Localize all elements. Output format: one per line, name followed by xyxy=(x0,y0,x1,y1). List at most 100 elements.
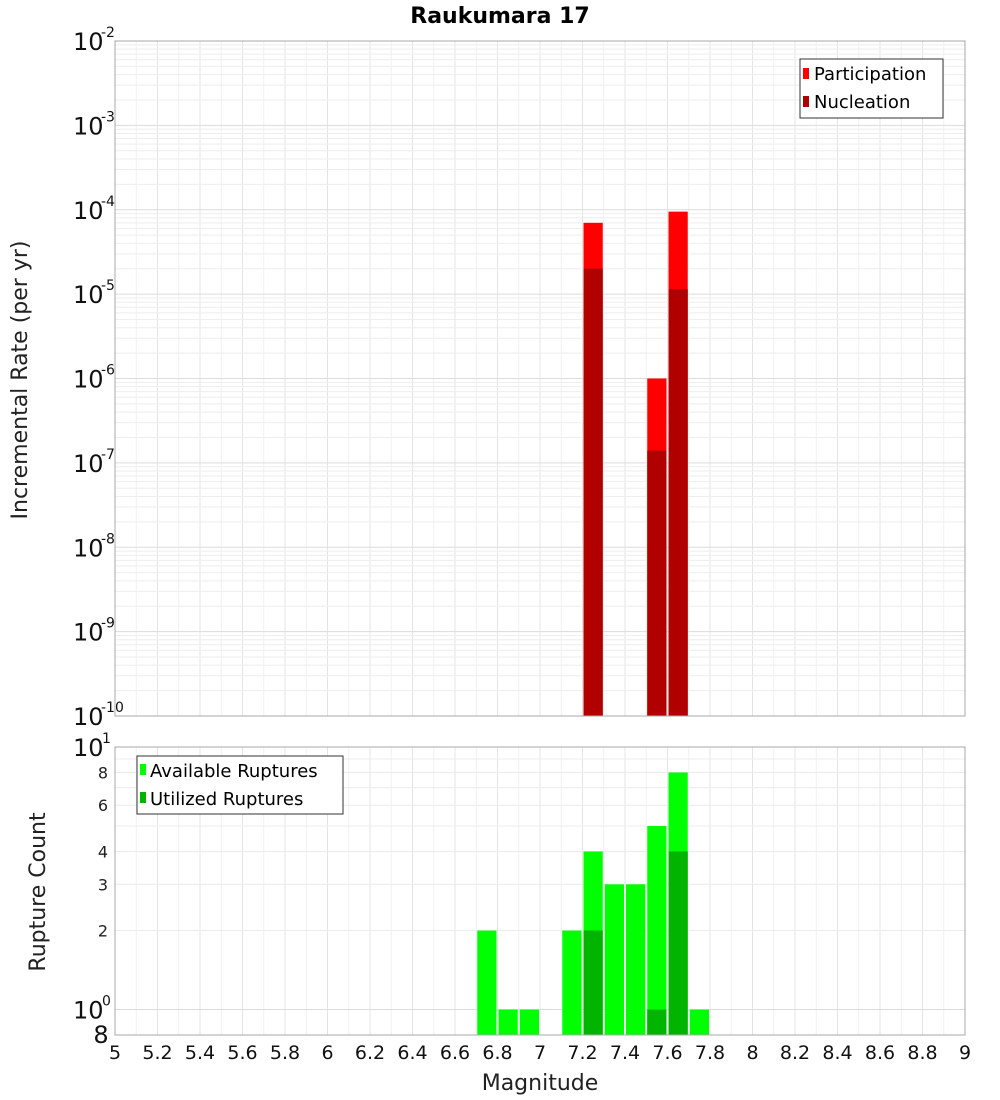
rupture-y-tick-label: 6 xyxy=(98,796,108,815)
rate-y-tick-label: 10-3 xyxy=(73,109,115,140)
magnitude-x-tick-label: 5.8 xyxy=(270,1042,300,1064)
utilized-ruptures-bar xyxy=(647,1009,667,1035)
rate-y-ticks: 10-210-310-410-510-610-710-810-910-10 xyxy=(73,25,124,731)
rupture-y-tick-label: 8 xyxy=(98,763,108,782)
rupture-bars xyxy=(477,772,709,1035)
available-ruptures-bar xyxy=(647,826,667,1035)
svg-text:-10: -10 xyxy=(101,700,124,716)
svg-text:-6: -6 xyxy=(101,363,115,379)
rupture-y-bottom-label: 8 xyxy=(93,1021,108,1049)
participation-legend-swatch xyxy=(803,68,809,79)
magnitude-x-tick-label: 8 xyxy=(746,1042,758,1064)
svg-text:10: 10 xyxy=(73,734,104,762)
svg-text:-8: -8 xyxy=(101,531,115,547)
magnitude-x-tick-label: 7 xyxy=(534,1042,546,1064)
magnitude-x-tick-label: 6.8 xyxy=(482,1042,512,1064)
utilized-legend-swatch xyxy=(140,792,146,803)
rate-y-tick-label: 10-6 xyxy=(73,363,115,394)
chart-title: Raukumara 17 xyxy=(410,4,589,29)
magnitude-x-tick-label: 6.6 xyxy=(440,1042,470,1064)
utilized-ruptures-bar xyxy=(583,930,603,1035)
rupture-y-axis-label: Rupture Count xyxy=(26,812,51,972)
rate-y-tick-label: 10-7 xyxy=(73,447,115,478)
svg-text:10: 10 xyxy=(73,197,104,225)
svg-text:10: 10 xyxy=(73,619,104,647)
available-ruptures-bar xyxy=(604,884,624,1035)
svg-text:-3: -3 xyxy=(101,109,115,125)
rupture-y-tick-label: 3 xyxy=(98,875,108,894)
svg-text:10: 10 xyxy=(73,534,104,562)
svg-text:-2: -2 xyxy=(101,25,115,41)
magnitude-x-tick-label: 5 xyxy=(109,1042,121,1064)
magnitude-x-tick-label: 5.4 xyxy=(185,1042,215,1064)
magnitude-x-tick-label: 8.4 xyxy=(822,1042,852,1064)
participation-legend-label: Participation xyxy=(814,64,926,85)
rupture-legend-box xyxy=(136,755,344,815)
magnitude-x-tick-label: 8.8 xyxy=(907,1042,937,1064)
magnitude-x-tick-label: 6 xyxy=(321,1042,333,1064)
rate-gridlines xyxy=(114,41,966,717)
utilized-ruptures-bar xyxy=(668,851,688,1035)
rupture-y-tick-label: 2 xyxy=(98,922,108,941)
svg-text:10: 10 xyxy=(73,28,104,56)
rate-y-tick-label: 10-5 xyxy=(73,278,115,309)
svg-text:10: 10 xyxy=(73,450,104,478)
magnitude-x-tick-label: 8.2 xyxy=(780,1042,810,1064)
svg-text:10: 10 xyxy=(73,281,104,309)
magnitude-x-tick-label: 5.2 xyxy=(142,1042,172,1064)
nucleation-legend-label: Nucleation xyxy=(814,92,910,113)
rate-y-axis-label: Incremental Rate (per yr) xyxy=(8,241,33,520)
magnitude-x-tick-label: 7.8 xyxy=(695,1042,725,1064)
magnitude-x-tick-label: 8.6 xyxy=(865,1042,895,1064)
rate-legend-box xyxy=(799,58,944,119)
rate-plot-frame xyxy=(114,40,966,717)
rate-y-tick-label: 10-10 xyxy=(73,700,124,731)
nucleation-bar xyxy=(583,268,603,716)
rupture-y-power-label: 100 xyxy=(73,994,111,1025)
svg-text:-9: -9 xyxy=(101,616,115,632)
svg-text:10: 10 xyxy=(73,112,104,140)
nucleation-legend-swatch xyxy=(803,96,809,107)
svg-text:-5: -5 xyxy=(101,278,115,294)
magnitude-x-tick-label: 7.4 xyxy=(610,1042,640,1064)
available-ruptures-bar xyxy=(626,884,646,1035)
magnitude-x-tick-label: 6.4 xyxy=(397,1042,427,1064)
svg-text:1: 1 xyxy=(102,731,111,747)
available-ruptures-bar xyxy=(477,930,497,1035)
svg-text:10: 10 xyxy=(73,366,104,394)
rupture-plot-frame xyxy=(114,746,966,1036)
available-legend-label: Available Ruptures xyxy=(150,761,318,782)
available-ruptures-bar xyxy=(562,930,582,1035)
rupture-y-tick-label: 4 xyxy=(98,842,108,861)
rate-legend: Participation Nucleation xyxy=(799,58,944,119)
rate-y-tick-label: 10-9 xyxy=(73,616,115,647)
svg-text:0: 0 xyxy=(102,994,111,1010)
magnitude-x-ticks: 5 5.2 5.4 5.6 5.8 6 6.2 6.4 6.6 6.8 7 7.2 7.4 7.6 7.8 8… xyxy=(109,1042,971,1064)
rate-y-tick-label: 10-2 xyxy=(73,25,115,56)
available-ruptures-bar xyxy=(498,1009,518,1035)
available-ruptures-bar xyxy=(689,1009,709,1035)
nucleation-bar xyxy=(647,450,667,716)
utilized-legend-label: Utilized Ruptures xyxy=(150,789,303,810)
available-legend-swatch xyxy=(140,764,146,775)
rate-y-tick-label: 10-8 xyxy=(73,531,115,562)
available-ruptures-bar xyxy=(519,1009,539,1035)
svg-text:-7: -7 xyxy=(101,447,115,463)
rate-y-tick-label: 10-4 xyxy=(73,194,115,225)
magnitude-x-tick-label: 7.2 xyxy=(567,1042,597,1064)
magnitude-x-tick-label: 5.6 xyxy=(227,1042,257,1064)
svg-text:-4: -4 xyxy=(101,194,115,210)
svg-text:10: 10 xyxy=(73,997,104,1025)
rupture-y-power-label: 101 xyxy=(73,731,111,762)
rate-panel: 10-210-310-410-510-610-710-810-910-10 In… xyxy=(8,25,966,731)
nucleation-bar xyxy=(668,289,688,716)
svg-text:10: 10 xyxy=(73,703,104,731)
magnitude-x-tick-label: 6.2 xyxy=(355,1042,385,1064)
magnitude-x-tick-label: 9 xyxy=(959,1042,971,1064)
x-axis-label: Magnitude xyxy=(482,1071,599,1096)
rupture-legend: Available Ruptures Utilized Ruptures xyxy=(136,755,344,815)
magnitude-x-tick-label: 7.6 xyxy=(652,1042,682,1064)
